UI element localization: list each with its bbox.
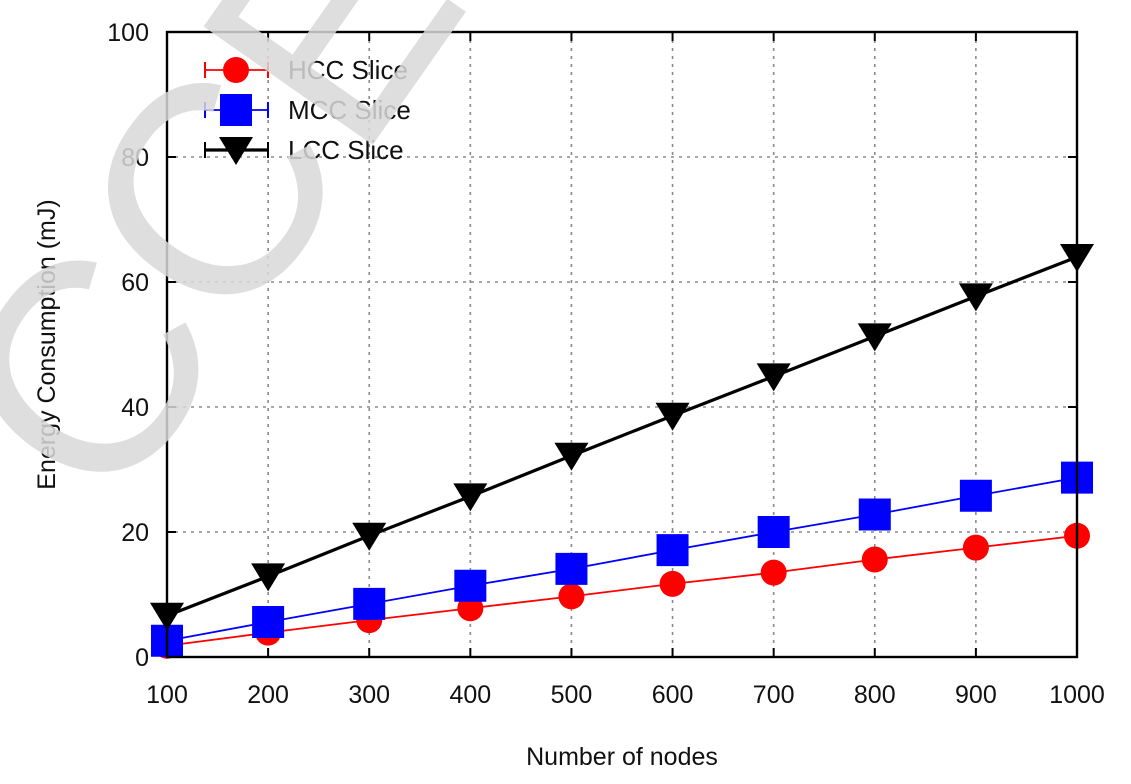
legend-marker (220, 94, 252, 126)
x-tick-label: 100 (146, 681, 188, 709)
data-point (554, 442, 589, 471)
data-point (760, 559, 787, 586)
series-layer (150, 244, 1094, 659)
data-point (958, 283, 993, 312)
data-point (756, 363, 791, 392)
data-point (757, 516, 790, 548)
x-tick-labels: 100 200 300 400 500 600 700 800 900 1000 (146, 681, 1105, 709)
y-tick-label: 40 (121, 394, 149, 422)
y-tick-label: 0 (135, 644, 149, 672)
x-tick-label: 700 (753, 681, 795, 709)
data-point (962, 534, 989, 561)
series-line (166, 476, 1078, 642)
legend-marker (223, 57, 249, 83)
data-point (655, 402, 690, 431)
y-tick-labels: 0 20 40 60 80 100 (107, 19, 149, 672)
legend-label: HCC Slice (288, 55, 408, 85)
x-tick-label: 500 (551, 681, 593, 709)
x-tick-label: 800 (854, 681, 896, 709)
x-tick-label: 200 (247, 681, 289, 709)
legend-item: HCC Slice (204, 55, 408, 85)
data-point (453, 483, 488, 512)
data-point (558, 583, 585, 610)
data-point (959, 479, 992, 512)
legend-item: LCC Slice (204, 135, 404, 165)
data-point (352, 522, 387, 551)
data-point (861, 546, 888, 573)
x-tick-label: 400 (449, 681, 491, 709)
legend-item: MCC Slice (204, 94, 411, 126)
data-point (857, 323, 892, 352)
data-point (555, 552, 588, 585)
series-lcc-slice (150, 244, 1094, 631)
data-point (353, 587, 386, 620)
series-line (166, 255, 1078, 618)
legend-label: LCC Slice (288, 135, 404, 165)
data-point (454, 569, 487, 602)
series-mcc-slice (151, 461, 1093, 657)
series-line (166, 534, 1078, 647)
plot-frame (165, 30, 1079, 659)
x-tick-label: 1000 (1049, 681, 1105, 709)
data-point (656, 534, 689, 567)
data-point (251, 563, 286, 592)
watermark-text: CCEPTE (0, 0, 860, 557)
y-tick-label: 20 (121, 519, 149, 547)
legend-label: MCC Slice (288, 95, 411, 125)
legend: HCC Slice MCC Slice LCC Slice (204, 55, 411, 165)
data-point (659, 570, 686, 597)
legend-marker (219, 137, 253, 165)
y-tick-label: 100 (107, 19, 149, 47)
x-tick-label: 300 (348, 681, 390, 709)
y-tick-label: 80 (121, 144, 149, 172)
grid-lines (167, 32, 1077, 657)
data-point (252, 606, 285, 638)
x-tick-label: 600 (652, 681, 694, 709)
y-tick-label: 60 (121, 269, 149, 297)
x-tick-label: 900 (955, 681, 997, 709)
series-hcc-slice (154, 522, 1090, 659)
data-point (858, 498, 891, 531)
y-axis-label: Energy Consumption (mJ) (33, 199, 61, 489)
x-axis-label: Number of nodes (526, 743, 718, 771)
